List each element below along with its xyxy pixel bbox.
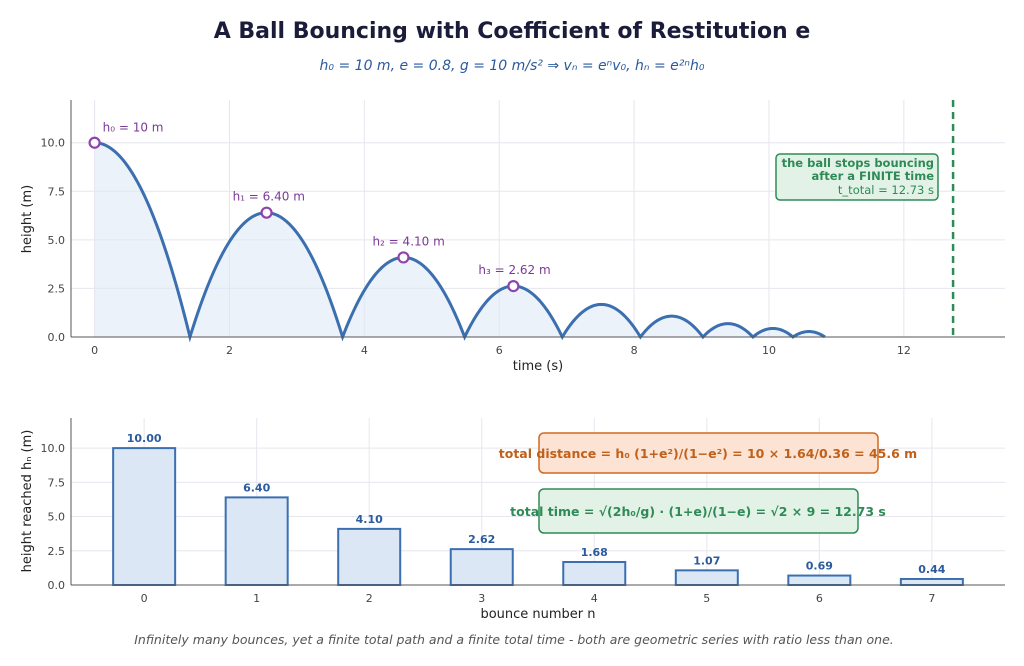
- bottom-x-tick: 3: [478, 592, 485, 605]
- top-x-tick: 6: [496, 344, 503, 357]
- top-x-tick: 10: [762, 344, 776, 357]
- bar: [787, 574, 852, 587]
- bottom-y-tick: 10.0: [41, 442, 66, 455]
- bar-value-label: 2.62: [468, 533, 495, 546]
- bars: 10.00 6.40 4.10 2.62 1.68 1.07 0.69 0.44: [112, 432, 964, 587]
- bottom-y-axis-label: height reached hₙ (m): [20, 430, 35, 573]
- top-x-tick: 2: [226, 344, 233, 357]
- top-x-tick: 4: [361, 344, 368, 357]
- bottom-x-tick: 1: [253, 592, 260, 605]
- bar: [449, 548, 514, 586]
- top-grid: [71, 100, 1005, 338]
- bottom-x-tick: 7: [928, 592, 935, 605]
- top-y-axis-label: height (m): [20, 185, 35, 253]
- top-x-tick: 12: [897, 344, 911, 357]
- total-time-text: total time = √(2h₀/g) · (1+e)/(1−e) = √2…: [510, 504, 886, 519]
- top-y-tick: 10.0: [41, 137, 66, 150]
- stop-annotation-line1: the ball stops bouncing: [782, 156, 934, 170]
- bar: [562, 561, 627, 587]
- bar: [674, 569, 739, 586]
- peak-marker: [507, 280, 520, 293]
- bounce-height-bar-chart: 10.006.404.102.621.681.07 0.69 0.44 0.02.5…: [20, 418, 1005, 622]
- total-time-box: total time = √(2h₀/g) · (1+e)/(1−e) = √2…: [510, 488, 886, 534]
- bottom-x-axis-label: bounce number n: [480, 607, 595, 622]
- height-time-plot: 0 2 4 6 8 10 12 0.0 2.5 5.0 7.5 10.0 h₀ = 10 m h₁ = …: [20, 100, 1005, 374]
- peak-label: h₁ = 6.40 m: [233, 190, 305, 204]
- bar: [899, 577, 964, 587]
- bottom-y-tick: 2.5: [48, 545, 66, 558]
- bar-value-label: 4.10: [356, 513, 383, 526]
- stop-annotation-line3: t_total = 12.73 s: [838, 183, 934, 197]
- bar-value-label: 1.07: [693, 554, 720, 567]
- chart-subtitle: h₀ = 10 m, e = 0.8, g = 10 m/s² ⇒ vₙ = e…: [320, 58, 705, 74]
- bar: [224, 496, 289, 586]
- peak-label: h₀ = 10 m: [103, 121, 164, 135]
- footer-note: Infinitely many bounces, yet a finite to…: [134, 632, 893, 647]
- peak-markers: h₀ = 10 m h₁ = 6.40 m h₂ = 4.10 m h₃ = 2.62…: [88, 121, 551, 293]
- bottom-ticks: 0.0 2.5 5.0 7.5 10.0 0 1 2 3 4 5 6 7: [41, 442, 936, 605]
- bar-value-label: 6.40: [243, 481, 270, 494]
- bottom-x-tick: 0: [141, 592, 148, 605]
- peak-label: h₃ = 2.62 m: [478, 263, 550, 277]
- top-y-tick: 5.0: [48, 234, 66, 247]
- peak-marker: [397, 251, 410, 264]
- bar-value-label: 10.00: [127, 432, 162, 445]
- bottom-y-tick: 5.0: [48, 511, 66, 524]
- bottom-y-tick: 0.0: [48, 579, 66, 592]
- bottom-x-tick: 2: [366, 592, 373, 605]
- trajectory-fill: [94, 142, 825, 337]
- bar: [112, 447, 177, 586]
- top-x-axis-label: time (s): [513, 359, 563, 374]
- peak-marker: [88, 136, 101, 149]
- peak-marker: [260, 206, 273, 219]
- chart-title: A Ball Bouncing with Coefficient of Rest…: [214, 19, 811, 44]
- bar-value-label: 0.44: [918, 563, 945, 576]
- bar: [337, 527, 402, 587]
- top-x-tick: 0: [91, 344, 98, 357]
- peak-label: h₂ = 4.10 m: [372, 234, 444, 248]
- top-ticks: 0 2 4 6 8 10 12 0.0 2.5 5.0 7.5 10.0: [41, 137, 911, 357]
- top-y-tick: 0.0: [48, 331, 66, 344]
- bottom-x-tick: 4: [591, 592, 598, 605]
- stop-annotation-line2: after a FINITE time: [812, 169, 935, 183]
- total-distance-box: total distance = h₀ (1+e²)/(1−e²) = 10 ×…: [499, 432, 917, 474]
- stop-annotation: the ball stops bouncing after a FINITE t…: [775, 153, 939, 201]
- bar-value-label: 1.68: [581, 546, 608, 559]
- top-y-tick: 2.5: [48, 282, 66, 295]
- bottom-x-tick: 5: [703, 592, 710, 605]
- bottom-y-tick: 7.5: [48, 476, 66, 489]
- stop-annotation-box: [775, 153, 939, 201]
- total-distance-text: total distance = h₀ (1+e²)/(1−e²) = 10 ×…: [499, 446, 917, 461]
- top-y-tick: 7.5: [48, 185, 66, 198]
- bottom-x-tick: 6: [816, 592, 823, 605]
- bar-value-label: 0.69: [806, 560, 833, 573]
- top-x-tick: 8: [631, 344, 638, 357]
